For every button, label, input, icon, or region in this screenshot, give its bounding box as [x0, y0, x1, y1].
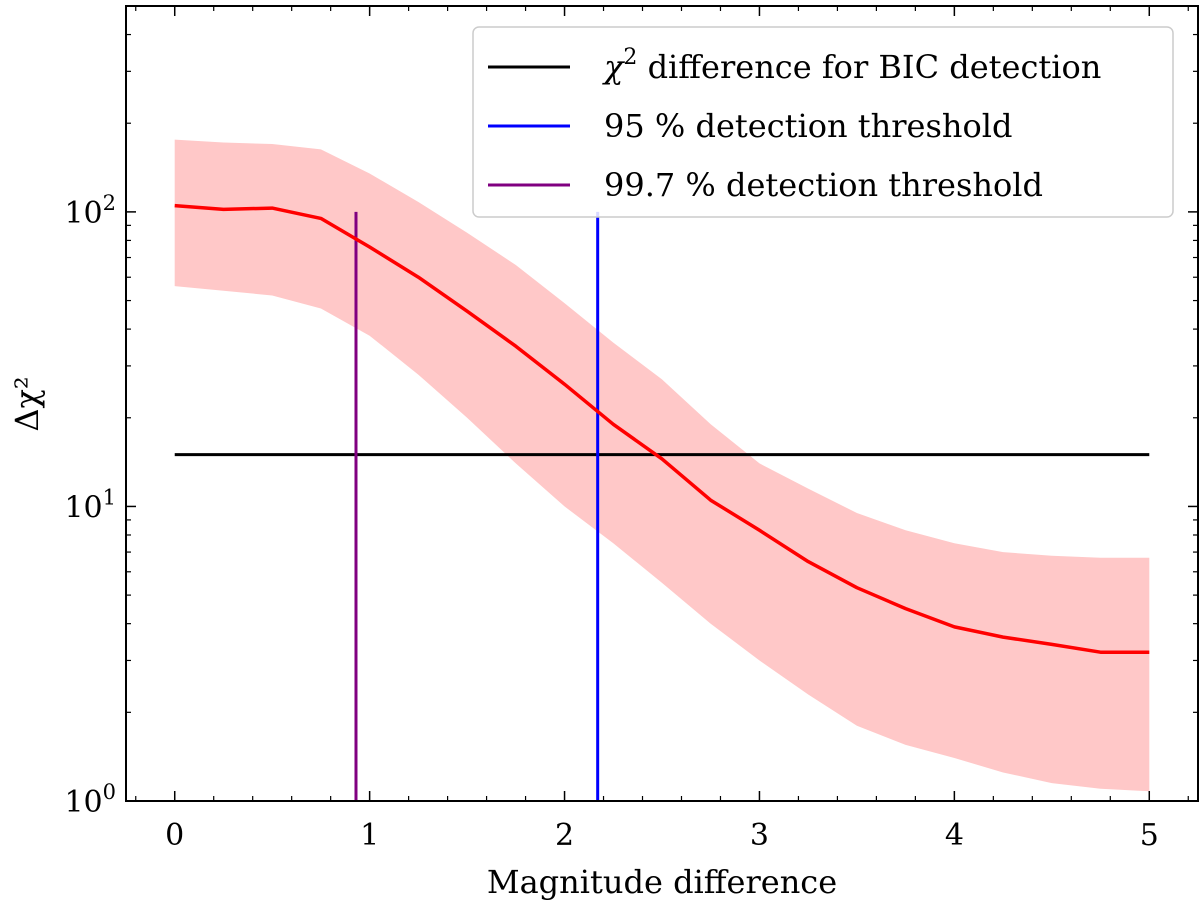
x-tick-label: 1 — [360, 818, 379, 853]
plot-area — [174, 139, 1150, 801]
x-tick-label: 5 — [1140, 818, 1159, 853]
legend-entry-text: χ2 difference for BIC detection — [602, 45, 1101, 86]
legend-box — [472, 26, 1174, 218]
spread-band — [174, 139, 1150, 792]
y-tick-label: 100 — [64, 780, 116, 820]
x-tick-label: 2 — [555, 818, 574, 853]
x-tick-label: 4 — [945, 818, 964, 853]
tick-labels: 0 1 2 3 4 5 100 101 102 — [64, 191, 1158, 853]
y-tick-label: 101 — [64, 485, 116, 525]
series-line-0 — [174, 203, 1150, 654]
x-axis-label: Magnitude difference — [487, 863, 837, 901]
y-axis-label: Δχ² — [8, 376, 46, 431]
plot-frame — [125, 5, 1199, 802]
legend-entry-text: 99.7 % detection threshold — [604, 166, 1043, 204]
legend-entry-text: 95 % detection threshold — [604, 107, 1012, 145]
legend: χ2 difference for BIC detection 95 % dete… — [472, 26, 1174, 218]
x-tick-label: 3 — [750, 818, 769, 853]
x-tick-label: 0 — [165, 818, 184, 853]
y-tick-label: 102 — [64, 191, 116, 231]
